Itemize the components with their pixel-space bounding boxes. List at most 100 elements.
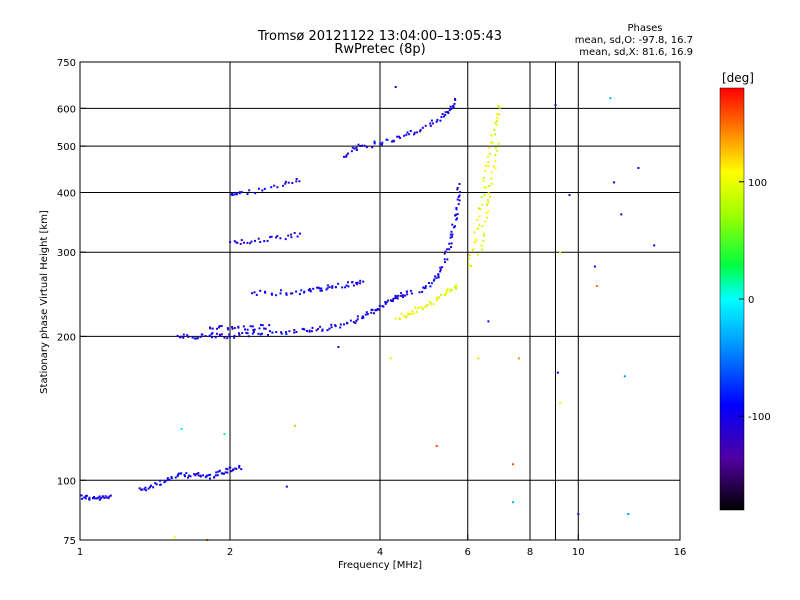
echo-point <box>450 108 453 110</box>
echo-point <box>487 165 490 168</box>
echo-point <box>88 496 91 499</box>
echo-point <box>370 308 373 311</box>
echo-point <box>233 334 236 337</box>
echo-point <box>482 232 485 235</box>
echo-point <box>246 241 249 244</box>
colorbar-tick-label: 100 <box>748 178 767 189</box>
echo-point <box>439 266 442 269</box>
echo-point <box>438 296 441 299</box>
echo-point <box>176 334 179 337</box>
y-tick-label: 500 <box>57 142 76 153</box>
echo-point <box>424 124 427 127</box>
echo-point <box>270 186 273 189</box>
echo-point <box>475 239 478 242</box>
echo-point <box>233 327 236 329</box>
echo-point <box>259 333 262 336</box>
echo-point <box>352 284 355 287</box>
echo-point <box>343 155 345 158</box>
grid-lines <box>80 62 680 540</box>
echo-point <box>494 167 497 170</box>
scatter-point <box>293 424 296 427</box>
echo-point <box>293 329 296 331</box>
echo-point <box>448 248 451 251</box>
echo-point <box>391 300 394 303</box>
echo-point <box>421 126 424 129</box>
echo-point <box>455 286 458 289</box>
echo-point <box>457 195 460 198</box>
echo-point <box>445 292 447 295</box>
echo-point <box>188 474 190 477</box>
echo-point <box>345 284 348 287</box>
echo-point <box>407 312 410 315</box>
echo-point <box>451 223 454 226</box>
echo-point <box>178 472 180 475</box>
echo-point <box>455 218 458 221</box>
echo-point <box>430 119 433 122</box>
echo-point <box>489 152 491 155</box>
echo-point <box>448 242 451 245</box>
echo-point <box>193 473 196 476</box>
echo-point <box>308 329 311 332</box>
echo-point <box>495 149 498 152</box>
echo-point <box>403 134 406 137</box>
echo-point <box>250 240 253 243</box>
echo-point <box>246 328 249 331</box>
echo-point <box>101 495 104 498</box>
echo-point <box>468 254 471 256</box>
scatter-point <box>223 433 226 435</box>
echo-point <box>451 235 453 238</box>
y-tick-label: 600 <box>57 104 76 115</box>
echo-point <box>356 315 359 318</box>
echo-point <box>365 146 368 149</box>
echo-point <box>315 329 318 332</box>
echo-point <box>490 182 493 185</box>
echo-point <box>259 241 262 243</box>
echo-point <box>391 140 393 143</box>
echo-point <box>406 314 409 317</box>
echo-point <box>421 290 424 293</box>
echo-point <box>275 331 278 333</box>
echo-point <box>303 291 305 294</box>
echo-point <box>385 301 388 304</box>
echo-point <box>138 487 141 490</box>
echo-point <box>298 232 301 235</box>
echo-point <box>458 199 461 202</box>
echo-point <box>482 179 485 182</box>
echo-point <box>480 196 483 199</box>
colorbar-tick-label: 0 <box>748 295 754 306</box>
chart-title: Tromsø 20121122 13:04:00–13:05:43 <box>257 29 502 44</box>
echo-point <box>433 278 436 281</box>
echo-point <box>258 327 261 330</box>
echo-point <box>393 140 395 143</box>
echo-point <box>334 325 337 328</box>
echo-point <box>401 294 404 297</box>
colorbar-ticks: 100 0 -100 <box>739 178 771 423</box>
echo-point <box>208 474 210 477</box>
echo-point <box>261 324 264 327</box>
echo-point <box>246 332 249 335</box>
echo-point <box>347 285 350 288</box>
scatter-point <box>435 444 438 447</box>
echo-point <box>456 187 459 189</box>
scatter-point <box>477 357 480 360</box>
echo-point <box>218 326 220 329</box>
scatter-point <box>512 501 515 504</box>
echo-point <box>435 276 438 279</box>
echo-point <box>384 301 387 303</box>
echo-point <box>429 301 432 304</box>
echo-point <box>496 120 499 123</box>
y-tick-label: 400 <box>57 188 76 199</box>
echo-point <box>253 328 256 331</box>
echo-point <box>399 137 402 139</box>
echo-point <box>211 336 213 339</box>
echo-point <box>384 302 387 305</box>
echo-point <box>273 184 276 187</box>
echo-point <box>400 294 403 297</box>
echo-point <box>393 297 396 300</box>
echo-point <box>328 327 331 330</box>
echo-point <box>263 240 266 243</box>
echo-point <box>276 186 279 189</box>
echo-point <box>166 477 169 480</box>
scatter-point <box>623 375 626 378</box>
echo-point <box>140 488 143 491</box>
